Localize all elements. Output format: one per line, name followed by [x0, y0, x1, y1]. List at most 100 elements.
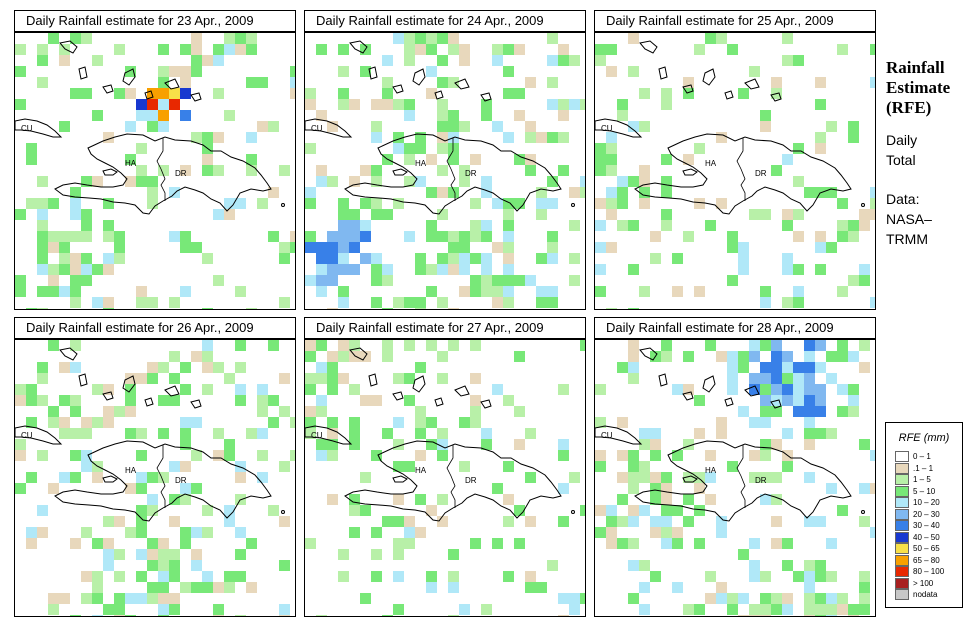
legend-label: .1 – 1: [913, 463, 934, 473]
rainfall-cell: [558, 593, 569, 604]
rainfall-cell: [782, 154, 793, 165]
rainfall-cell: [224, 198, 235, 209]
rainfall-cell: [338, 231, 349, 242]
rainfall-cell: [547, 297, 558, 308]
island-coast: [122, 68, 136, 86]
rainfall-cell: [595, 154, 606, 165]
rainfall-cell: [202, 308, 213, 309]
rainfall-cell: [92, 55, 103, 66]
rainfall-cell: [848, 406, 859, 417]
rainfall-cell: [305, 88, 316, 99]
rainfall-cell: [782, 384, 793, 395]
rainfall-cell: [279, 297, 290, 308]
rainfall-cell: [815, 340, 826, 351]
rainfall-cell: [793, 286, 804, 297]
island-coast: [368, 66, 378, 80]
rainfall-cell: [837, 44, 848, 55]
rainfall-cell: [448, 582, 459, 593]
rainfall-cell: [371, 450, 382, 461]
rainfall-cell: [305, 143, 316, 154]
rainfall-cell: [793, 297, 804, 308]
rainfall-cell: [404, 527, 415, 538]
rainfall-cell: [136, 505, 147, 516]
rainfall-cell: [158, 582, 169, 593]
rainfall-cell: [305, 406, 316, 417]
rainfall-cell: [503, 461, 514, 472]
rainfall-cell: [804, 384, 815, 395]
rainfall-cell: [268, 187, 279, 198]
rainfall-cell: [870, 44, 875, 55]
rainfall-cell: [305, 417, 316, 428]
rainfall-cell: [305, 231, 316, 242]
rainfall-cell: [81, 264, 92, 275]
country-label-haiti: HA: [705, 159, 717, 168]
rainfall-cell: [514, 351, 525, 362]
cuba-coast: [305, 425, 353, 445]
rainfall-cell: [525, 121, 536, 132]
island-coast: [190, 399, 202, 409]
rainfall-map: CU HA DR: [594, 32, 876, 310]
rainfall-cell: [694, 44, 705, 55]
rainfall-cell: [503, 253, 514, 264]
rainfall-cell: [382, 264, 393, 275]
rainfall-cell: [705, 33, 716, 44]
rainfall-cell: [503, 297, 514, 308]
rainfall-cell: [815, 593, 826, 604]
accumulation-label: Daily Total: [886, 130, 970, 170]
country-label-cuba: CU: [311, 124, 323, 133]
island-coast: [144, 397, 154, 407]
rainfall-cell: [837, 231, 848, 242]
rainfall-cell: [360, 253, 371, 264]
rainfall-cell: [683, 472, 694, 483]
rainfall-cell: [213, 582, 224, 593]
rainfall-cell: [224, 209, 235, 220]
rainfall-cell: [448, 187, 459, 198]
rainfall-cell: [180, 494, 191, 505]
rainfall-cell: [492, 44, 503, 55]
legend-label: 0 – 1: [913, 452, 931, 461]
rainfall-cell: [114, 231, 125, 242]
rainfall-cell: [760, 373, 771, 384]
rainfall-cell: [727, 242, 738, 253]
rainfall-cell: [782, 373, 793, 384]
rainfall-cell: [525, 472, 536, 483]
coastlines: [305, 40, 575, 215]
rainfall-cell: [316, 340, 327, 351]
rainfall-cell: [661, 516, 672, 527]
rainfall-cell: [338, 549, 349, 560]
rainfall-cell: [782, 297, 793, 308]
island-coast: [861, 203, 865, 207]
rainfall-cell: [114, 253, 125, 264]
rainfall-cell: [738, 406, 749, 417]
rainfall-cell: [246, 538, 257, 549]
rainfall-cell: [338, 209, 349, 220]
rainfall-cell: [481, 187, 492, 198]
rainfall-cell: [158, 549, 169, 560]
cuba-coast: [595, 425, 643, 445]
rainfall-cell: [859, 275, 870, 286]
data-source-line: TRMM: [886, 231, 928, 247]
rainfall-cell: [727, 593, 738, 604]
rainfall-cell: [782, 428, 793, 439]
rainfall-cell: [617, 538, 628, 549]
island-coast: [682, 168, 698, 176]
rainfall-cell: [393, 516, 404, 527]
rainfall-cell: [404, 44, 415, 55]
rainfall-cell: [371, 253, 382, 264]
rainfall-cell: [158, 362, 169, 373]
rainfall-cell: [580, 340, 585, 351]
rainfall-cell: [870, 527, 875, 538]
rainfall-cell: [103, 560, 114, 571]
rainfall-cell: [426, 286, 437, 297]
rainfall-cell: [481, 99, 492, 110]
rainfall-cell: [404, 461, 415, 472]
rainfall-cell: [760, 472, 771, 483]
rainfall-cell: [459, 264, 470, 275]
rainfall-cell: [492, 384, 503, 395]
rainfall-cell: [103, 264, 114, 275]
rainfall-cell: [525, 275, 536, 286]
rainfall-cell: [661, 88, 672, 99]
rainfall-cell: [246, 428, 257, 439]
rainfall-cell: [213, 132, 224, 143]
rainfall-cell: [569, 604, 580, 615]
